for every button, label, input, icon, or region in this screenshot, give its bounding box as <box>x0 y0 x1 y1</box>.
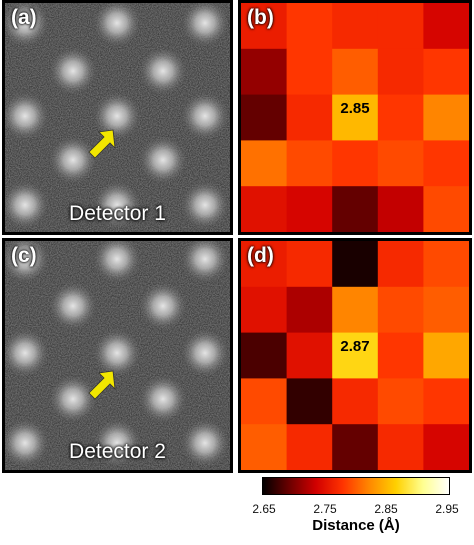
heatmap-cell <box>241 186 288 232</box>
heatmap-cell <box>241 48 288 96</box>
heatmap-cell <box>332 140 379 187</box>
center-cell-value: 2.85 <box>340 100 369 117</box>
colorbar-tick-3: 2.95 <box>435 502 459 516</box>
heatmap-cell <box>423 424 469 470</box>
heatmap-cell <box>423 94 469 141</box>
heatmap-cell <box>286 241 333 288</box>
colorbar <box>262 477 450 495</box>
center-cell-value: 2.87 <box>340 338 369 355</box>
panel-label-a: (a) <box>11 6 37 29</box>
heatmap-cell <box>377 332 424 379</box>
heatmap-cell <box>423 378 469 425</box>
panel-label-b: (b) <box>247 6 274 29</box>
distance-map-1: 2.85 <box>241 3 469 232</box>
panel-label-d: (d) <box>247 244 274 267</box>
heatmap-cell <box>241 94 288 141</box>
heatmap-cell <box>377 48 424 96</box>
colorbar-gradient <box>262 477 450 495</box>
heatmap-cell <box>332 94 379 141</box>
heatmap-cell <box>377 424 424 470</box>
heatmap-cell <box>423 286 469 334</box>
heatmap-cell <box>377 186 424 232</box>
heatmap-cell <box>241 332 288 379</box>
heatmap-cell <box>286 186 333 232</box>
heatmap-cell <box>241 378 288 425</box>
heatmap-cell <box>423 3 469 50</box>
heatmap-cell <box>377 241 424 288</box>
heatmap-cell <box>241 286 288 334</box>
heatmap-cell <box>332 48 379 96</box>
heatmap-cell <box>286 332 333 379</box>
detector-2-label: Detector 2 <box>69 440 166 463</box>
heatmap-cell <box>332 378 379 425</box>
arrow-icon <box>88 370 116 400</box>
heatmap-cell <box>332 3 379 50</box>
heatmap-cell <box>286 378 333 425</box>
detector-2-image-panel: (c) Detector 2 <box>2 238 233 473</box>
heatmap-cell <box>332 424 379 470</box>
arrow-icon <box>88 129 116 159</box>
detector-2-atomic-image <box>5 241 230 470</box>
heatmap-cell <box>423 186 469 232</box>
heatmap-cell <box>332 286 379 334</box>
heatmap-cell <box>286 286 333 334</box>
colorbar-tick-0: 2.65 <box>252 502 276 516</box>
heatmap-cell <box>332 332 379 379</box>
heatmap-cell <box>286 424 333 470</box>
heatmap-cell <box>423 48 469 96</box>
heatmap-cell <box>377 378 424 425</box>
heatmap-cell <box>241 140 288 187</box>
distance-map-2-panel: 2.87 (d) <box>238 238 472 473</box>
heatmap-cell <box>377 3 424 50</box>
detector-1-atomic-image <box>5 3 230 232</box>
heatmap-cell <box>241 424 288 470</box>
colorbar-title: Distance (Å) <box>312 517 400 534</box>
heatmap-cell <box>423 140 469 187</box>
panel-label-c: (c) <box>11 244 37 267</box>
heatmap-cell <box>377 94 424 141</box>
heatmap-cell <box>423 241 469 288</box>
heatmap-cell <box>377 140 424 187</box>
colorbar-tick-2: 2.85 <box>374 502 398 516</box>
heatmap-cell <box>286 140 333 187</box>
heatmap-cell <box>286 48 333 96</box>
distance-map-2: 2.87 <box>241 241 469 470</box>
heatmap-cell <box>332 241 379 288</box>
colorbar-tick-1: 2.75 <box>313 502 337 516</box>
heatmap-cell <box>423 332 469 379</box>
heatmap-cell <box>332 186 379 232</box>
heatmap-cell <box>241 3 288 50</box>
heatmap-cell <box>241 241 288 288</box>
detector-1-image-panel: (a) Detector 1 <box>2 0 233 235</box>
heatmap-cell <box>377 286 424 334</box>
detector-1-label: Detector 1 <box>69 202 166 225</box>
heatmap-cell <box>286 94 333 141</box>
distance-map-1-panel: 2.85 (b) <box>238 0 472 235</box>
heatmap-cell <box>286 3 333 50</box>
